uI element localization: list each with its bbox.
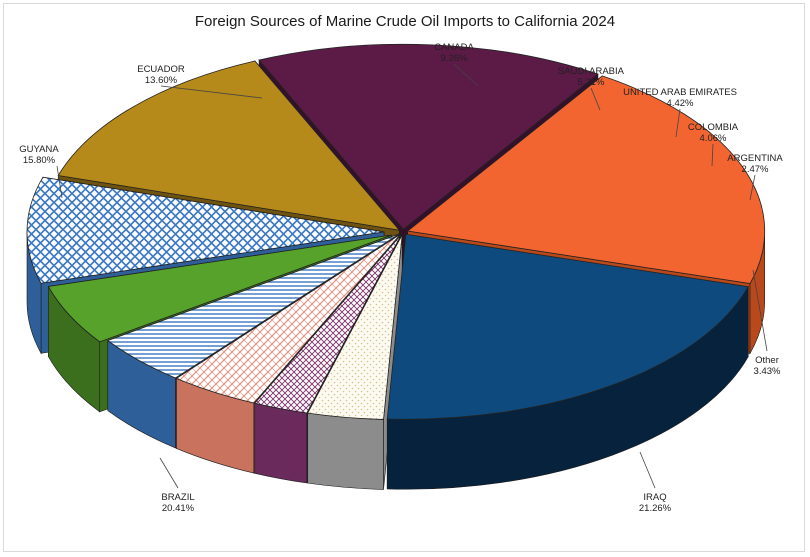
slice-name-label: UNITED ARAB EMIRATES (623, 87, 737, 98)
leader-line (160, 85, 263, 99)
slice-value-label: 4.42% (667, 98, 694, 109)
slice-value-label: 20.41% (162, 503, 195, 514)
slice-name-label: Other (755, 355, 779, 366)
leader-line (159, 457, 179, 489)
slice-value-label: 3.43% (754, 366, 781, 377)
slice-name-label: IRAQ (643, 492, 666, 503)
pie-slice-iraq (386, 233, 749, 420)
pie-slice-argentina (254, 234, 402, 414)
pie-slice-guyana (258, 43, 599, 230)
slice-value-label: 21.26% (639, 503, 672, 514)
slice-side-other (307, 412, 384, 490)
pie-slice-other (307, 234, 403, 420)
slice-name-label: ECUADOR (137, 64, 185, 75)
leader-line (752, 269, 768, 352)
chart-title: Foreign Sources of Marine Crude Oil Impo… (194, 13, 616, 30)
slice-value-label: 9.26% (441, 53, 468, 64)
pie-slice-united-arab-emirates (106, 233, 400, 379)
slice-name-label: ARGENTINA (727, 153, 783, 164)
pie-slice-brazil (406, 75, 766, 284)
slice-value-label: 15.80% (23, 155, 56, 166)
leader-line (749, 174, 756, 201)
slice-name-label: CANADA (434, 42, 474, 53)
slice-value-label: 5.31% (578, 77, 605, 88)
leader-line (56, 165, 63, 199)
pie-slice-canada (26, 176, 385, 284)
leader-line (639, 451, 656, 489)
slice-side-argentina (254, 402, 308, 484)
slice-value-label: 4.06% (700, 133, 727, 144)
leader-line (675, 108, 681, 138)
leader-line (453, 63, 479, 87)
pie-slice-saudi-arabia (47, 234, 392, 343)
slice-value-label: 2.47% (742, 164, 769, 175)
slice-name-label: SAUDI ARABIA (558, 66, 625, 77)
pie-slice-colombia (175, 234, 401, 404)
slice-name-label: GUYANA (19, 144, 59, 155)
pie-slice-ecuador (57, 60, 401, 231)
slice-name-label: BRAZIL (161, 492, 194, 503)
leader-line (590, 87, 601, 111)
leader-line (711, 143, 714, 167)
slice-value-label: 13.60% (145, 75, 178, 86)
slice-name-label: COLOMBIA (688, 122, 739, 133)
